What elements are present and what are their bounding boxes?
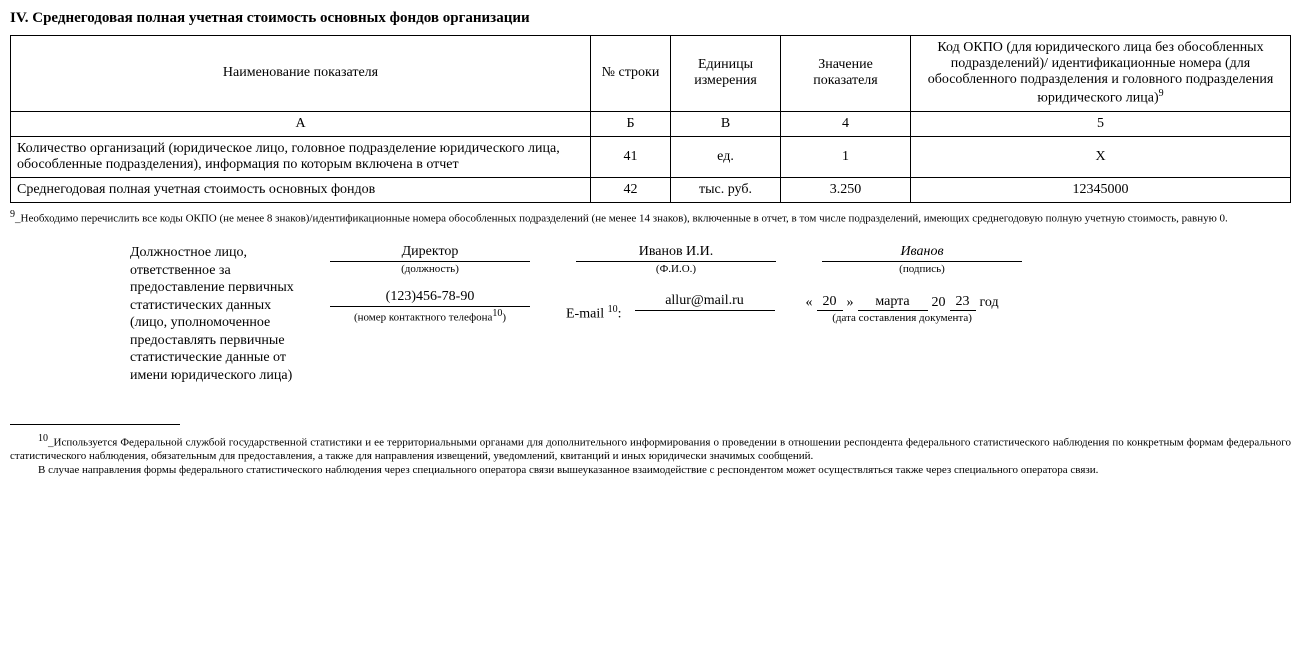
th-unit: Единицы измерения [671, 36, 781, 112]
th-okpo-text: Код ОКПО (для юридического лица без обос… [928, 40, 1274, 106]
footnote-9-text: _Необходимо перечислить все коды ОКПО (н… [15, 212, 1228, 224]
cell-name: Количество организаций (юридическое лицо… [11, 136, 591, 177]
footnote-10: 10_Используется Федеральной службой госу… [10, 433, 1291, 478]
date-wrap: « 20 » марта 20 23 год [806, 294, 999, 311]
email-caption-blank [630, 312, 780, 324]
cell-no: 41 [591, 136, 671, 177]
th-okpo: Код ОКПО (для юридического лица без обос… [911, 36, 1291, 112]
cell-value: 3.250 [781, 177, 911, 202]
table-header-row: Наименование показателя № строки Единицы… [11, 36, 1291, 112]
email-value: allur@mail.ru [635, 293, 775, 311]
main-table: Наименование показателя № строки Единицы… [10, 35, 1291, 203]
th-letter-c: В [671, 111, 781, 136]
footnote-10-sup: 10 [38, 433, 48, 444]
th-row-no: № строки [591, 36, 671, 112]
email-label-text: E-mail [566, 307, 604, 322]
th-okpo-sup: 9 [1159, 88, 1164, 99]
date-close-quote: » [847, 295, 854, 311]
phone-caption-text: (номер контактного телефона [354, 312, 492, 324]
table-row: Количество организаций (юридическое лицо… [11, 136, 1291, 177]
email-label: E-mail 10: [566, 304, 622, 324]
date-open-quote: « [806, 295, 813, 311]
fio-caption: (Ф.И.О.) [566, 263, 786, 275]
date-caption: (дата составления документа) [806, 312, 999, 324]
date-day: 20 [817, 294, 843, 311]
email-label-colon: : [618, 307, 622, 322]
footnote-divider [10, 424, 180, 425]
table-row: Среднегодовая полная учетная стоимость о… [11, 177, 1291, 202]
footnote-9: 9_Необходимо перечислить все коды ОКПО (… [10, 209, 1291, 226]
position-caption: (должность) [320, 263, 540, 275]
position-value: Директор [330, 244, 530, 262]
fio-value: Иванов И.И. [576, 244, 776, 262]
footnote-10-p1: _Используется Федеральной службой госуда… [10, 437, 1291, 463]
phone-value: (123)456-78-90 [330, 289, 530, 307]
table-letter-row: А Б В 4 5 [11, 111, 1291, 136]
date-year: 23 [950, 294, 976, 311]
sign-caption: (подпись) [812, 263, 1032, 275]
date-year-prefix: 20 [932, 295, 946, 311]
th-name: Наименование показателя [11, 36, 591, 112]
signatory-row-2: (123)456-78-90 (номер контактного телефо… [320, 289, 1291, 324]
cell-no: 42 [591, 177, 671, 202]
signatory-row-1: Директор (должность) Иванов И.И. (Ф.И.О.… [320, 244, 1291, 275]
date-year-suffix: год [980, 295, 999, 311]
sign-value: Иванов [822, 244, 1022, 262]
cell-unit: ед. [671, 136, 781, 177]
cell-okpo: Х [911, 136, 1291, 177]
th-letter-b: Б [591, 111, 671, 136]
cell-unit: тыс. руб. [671, 177, 781, 202]
email-label-sup: 10 [608, 304, 618, 315]
th-letter-5: 5 [911, 111, 1291, 136]
cell-name: Среднегодовая полная учетная стоимость о… [11, 177, 591, 202]
phone-caption: (номер контактного телефона10) [320, 308, 540, 324]
th-letter-a: А [11, 111, 591, 136]
phone-caption-sup: 10 [492, 308, 502, 319]
phone-caption-close: ) [502, 312, 506, 324]
cell-value: 1 [781, 136, 911, 177]
signatory-intro: Должностное лицо, ответственное за предо… [10, 244, 320, 384]
cell-okpo: 12345000 [911, 177, 1291, 202]
date-month: марта [858, 294, 928, 311]
footnote-10-p2: В случае направления формы федерального … [10, 464, 1291, 478]
th-letter-4: 4 [781, 111, 911, 136]
signatory-block: Должностное лицо, ответственное за предо… [10, 244, 1291, 384]
section-title: IV. Среднегодовая полная учетная стоимос… [10, 10, 1291, 27]
th-value: Значение показателя [781, 36, 911, 112]
